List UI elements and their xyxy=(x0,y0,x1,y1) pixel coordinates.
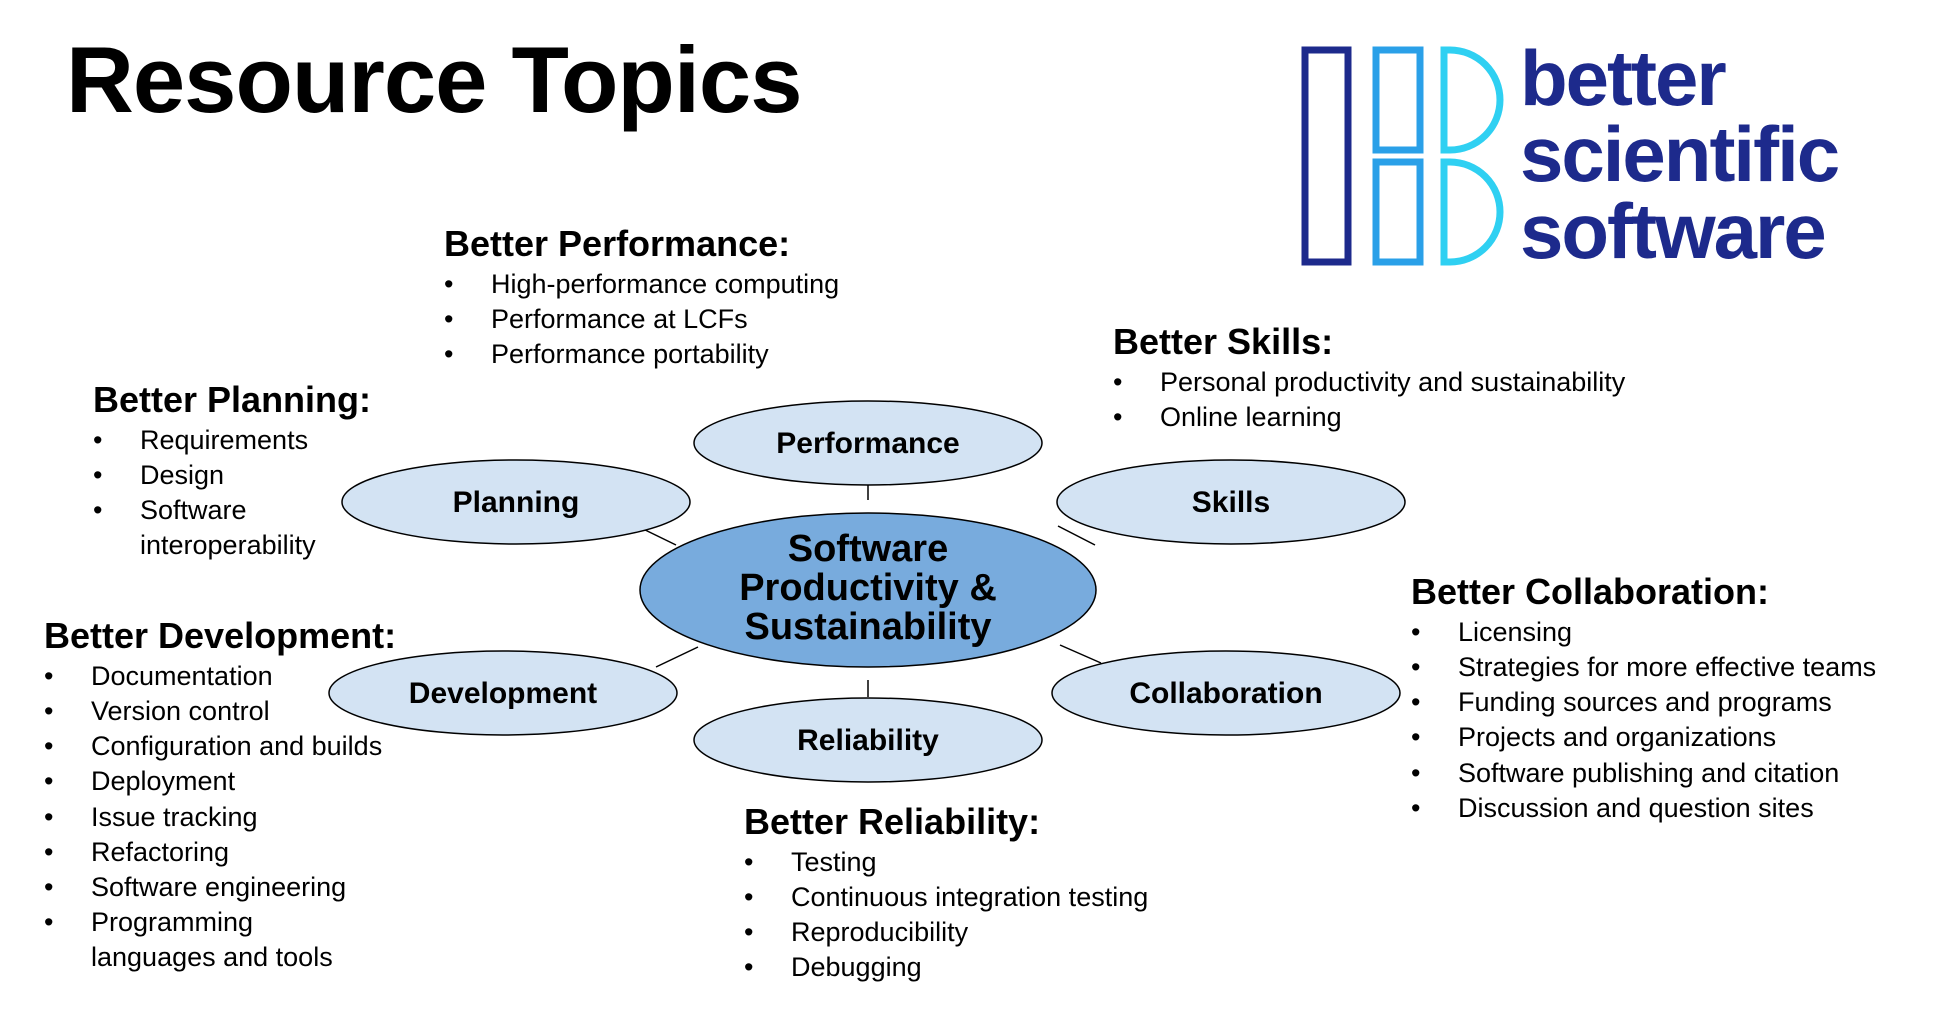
bssw-logo-icon xyxy=(1301,46,1504,266)
list-item: Documentation xyxy=(44,659,434,694)
connector-skills xyxy=(1057,525,1096,546)
logo-line-2: scientific xyxy=(1520,110,1840,199)
list-item: Design xyxy=(93,458,393,493)
node-reliability xyxy=(693,697,1043,783)
logo-box-top xyxy=(1372,46,1424,154)
list-item: Discussion and question sites xyxy=(1411,791,1931,826)
list-item: Software publishing and citation xyxy=(1411,756,1931,791)
hub-center xyxy=(639,512,1097,668)
topic-performance: Better Performance: High-performance com… xyxy=(444,222,964,373)
hub-center-line-1: Software xyxy=(788,528,948,570)
node-planning xyxy=(341,459,691,545)
node-performance-label: Performance xyxy=(776,427,959,460)
list-item: Version control xyxy=(44,694,434,729)
list-item: Issue tracking xyxy=(44,800,434,835)
topic-planning: Better Planning: Requirements Design Sof… xyxy=(93,378,393,564)
list-item: Funding sources and programs xyxy=(1411,685,1931,720)
list-item: Projects and organizations xyxy=(1411,720,1931,755)
topic-collaboration-heading: Better Collaboration: xyxy=(1411,571,1770,612)
logo-line-1: better xyxy=(1520,34,1727,122)
hub-center-line-2: Productivity & xyxy=(739,567,997,609)
logo-arc-bottom xyxy=(1440,158,1504,266)
list-item: Software interoperability xyxy=(93,493,340,563)
list-item: Software engineering xyxy=(44,870,434,905)
topic-reliability-list: Testing Continuous integration testing R… xyxy=(744,845,1264,985)
list-item: Performance portability xyxy=(444,337,964,372)
list-item: Continuous integration testing xyxy=(744,880,1264,915)
logo-arc-top xyxy=(1440,46,1504,154)
topic-development: Better Development: Documentation Versio… xyxy=(44,614,434,975)
list-item: High-performance computing xyxy=(444,267,964,302)
list-item: Online learning xyxy=(1113,400,1733,435)
list-item: Refactoring xyxy=(44,835,434,870)
topic-collaboration: Better Collaboration: Licensing Strategi… xyxy=(1411,570,1931,826)
node-development-label: Development xyxy=(409,677,597,710)
node-planning-label: Planning xyxy=(453,486,580,519)
topic-performance-heading: Better Performance: xyxy=(444,223,791,264)
topic-reliability-heading: Better Reliability: xyxy=(744,801,1041,842)
topic-development-heading: Better Development: xyxy=(44,615,397,656)
topic-skills: Better Skills: Personal productivity and… xyxy=(1113,320,1733,435)
list-item: Configuration and builds xyxy=(44,729,434,764)
list-item: Reproducibility xyxy=(744,915,1264,950)
logo-box-bottom xyxy=(1372,158,1424,266)
topic-planning-heading: Better Planning: xyxy=(93,379,372,420)
topic-skills-heading: Better Skills: xyxy=(1113,321,1334,362)
logo-wordmark: better scientific software xyxy=(1520,34,1840,275)
list-item: Personal productivity and sustainability xyxy=(1113,365,1733,400)
list-item: Licensing xyxy=(1411,615,1931,650)
node-reliability-label: Reliability xyxy=(797,724,939,757)
list-item: Strategies for more effective teams xyxy=(1411,650,1931,685)
list-item: Performance at LCFs xyxy=(444,302,964,337)
list-item: Debugging xyxy=(744,950,1264,985)
list-item: Testing xyxy=(744,845,1264,880)
node-skills xyxy=(1056,459,1406,545)
topic-skills-list: Personal productivity and sustainability… xyxy=(1113,365,1733,435)
topic-performance-list: High-performance computing Performance a… xyxy=(444,267,964,372)
topic-planning-list: Requirements Design Software interoperab… xyxy=(93,423,393,563)
node-collaboration-label: Collaboration xyxy=(1129,677,1322,710)
connector-development xyxy=(655,646,699,668)
logo-bar-dark xyxy=(1301,46,1352,266)
page-title: Resource Topics xyxy=(66,27,802,132)
node-skills-label: Skills xyxy=(1192,486,1270,519)
logo-line-3: software xyxy=(1520,186,1827,275)
connector-collaboration xyxy=(1059,644,1102,664)
topic-reliability: Better Reliability: Testing Continuous i… xyxy=(744,800,1264,986)
topic-collaboration-list: Licensing Strategies for more effective … xyxy=(1411,615,1931,826)
topic-development-list: Documentation Version control Configurat… xyxy=(44,659,434,975)
list-item: Programming languages and tools xyxy=(44,905,371,975)
list-item: Requirements xyxy=(93,423,393,458)
node-collaboration xyxy=(1051,650,1401,736)
hub-center-line-3: Sustainability xyxy=(744,606,991,648)
node-performance xyxy=(693,400,1043,486)
list-item: Deployment xyxy=(44,764,434,799)
